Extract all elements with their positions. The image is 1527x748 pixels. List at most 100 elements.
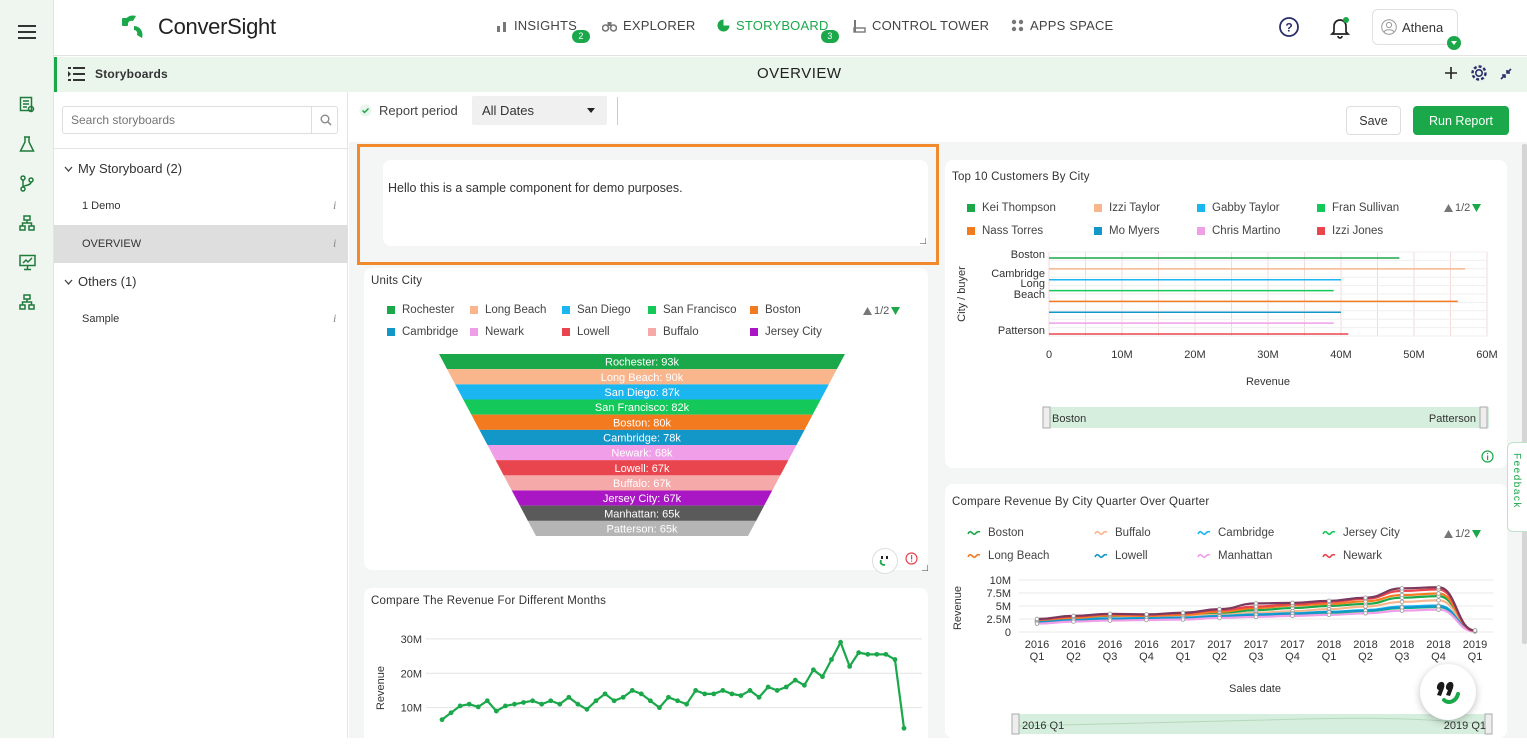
data-point[interactable] xyxy=(475,704,481,710)
data-point[interactable] xyxy=(1363,595,1368,600)
data-point[interactable] xyxy=(1180,617,1186,622)
menu-icon[interactable] xyxy=(14,19,40,45)
data-point[interactable] xyxy=(1399,599,1405,605)
data-point[interactable] xyxy=(611,698,617,704)
user-dropdown-icon[interactable] xyxy=(1447,36,1461,50)
info-icon[interactable]: i xyxy=(333,236,337,250)
info-icon[interactable]: i xyxy=(333,198,337,212)
legend-item[interactable]: Fran Sullivan xyxy=(1317,202,1399,214)
data-point[interactable] xyxy=(865,651,871,657)
data-point[interactable] xyxy=(1363,611,1368,616)
series-line[interactable] xyxy=(441,639,906,729)
notification-bell-icon[interactable] xyxy=(1329,17,1351,44)
data-point[interactable] xyxy=(466,701,472,707)
data-point[interactable] xyxy=(593,698,599,704)
data-point[interactable] xyxy=(774,688,780,693)
legend-item[interactable]: Buffalo xyxy=(1094,527,1151,539)
data-point[interactable] xyxy=(1436,607,1441,612)
settings-gear-icon[interactable] xyxy=(1470,64,1488,87)
nav-control-tower[interactable]: CONTROL TOWER xyxy=(852,18,989,33)
data-point[interactable] xyxy=(883,651,889,657)
data-point[interactable] xyxy=(1180,610,1186,615)
data-point[interactable] xyxy=(657,705,662,711)
nav-explorer[interactable]: EXPLORER xyxy=(602,18,695,33)
data-point[interactable] xyxy=(1326,598,1332,603)
triangle-down-icon[interactable] xyxy=(1472,530,1482,538)
funnel-segment[interactable] xyxy=(447,369,837,385)
funnel-segment[interactable] xyxy=(455,384,829,400)
data-point[interactable] xyxy=(484,698,490,704)
legend-item[interactable]: Long Beach xyxy=(967,550,1049,562)
data-point[interactable] xyxy=(557,701,563,707)
legend-item[interactable]: Jersey City xyxy=(1322,527,1400,539)
data-point[interactable] xyxy=(1253,614,1259,620)
data-point[interactable] xyxy=(675,698,680,704)
data-point[interactable] xyxy=(457,703,463,709)
data-point[interactable] xyxy=(566,694,572,700)
run-report-button[interactable]: Run Report xyxy=(1413,106,1509,135)
data-point[interactable] xyxy=(584,706,590,712)
data-point[interactable] xyxy=(738,693,744,698)
data-point[interactable] xyxy=(1290,613,1295,619)
group-others[interactable]: Others (1) xyxy=(64,274,137,289)
legend-item[interactable]: Lowell xyxy=(562,326,610,338)
legend-item[interactable]: Rochester xyxy=(387,304,454,316)
data-point[interactable] xyxy=(856,650,862,656)
legend-pager[interactable]: 1/2 xyxy=(1444,528,1482,540)
info-circle-icon[interactable] xyxy=(1481,450,1494,468)
data-point[interactable] xyxy=(684,701,689,707)
data-point[interactable] xyxy=(512,701,517,707)
presentation-icon[interactable] xyxy=(14,249,40,275)
data-point[interactable] xyxy=(1436,591,1441,596)
data-point[interactable] xyxy=(702,691,708,697)
slider-handle[interactable] xyxy=(1479,406,1488,429)
data-point[interactable] xyxy=(783,684,789,690)
data-point[interactable] xyxy=(756,694,762,700)
data-point[interactable] xyxy=(1399,592,1405,598)
data-point[interactable] xyxy=(892,657,898,662)
range-slider[interactable] xyxy=(1045,407,1489,428)
data-point[interactable] xyxy=(693,688,699,693)
data-point[interactable] xyxy=(666,694,671,700)
list-item-overview[interactable]: OVERVIEW i xyxy=(54,225,348,263)
data-point[interactable] xyxy=(711,691,717,697)
data-point[interactable] xyxy=(1144,617,1149,623)
text-component[interactable]: Hello this is a sample component for dem… xyxy=(383,160,928,246)
legend-item[interactable]: Lowell xyxy=(1094,550,1148,562)
period-select[interactable]: All Dates xyxy=(472,96,607,125)
legend-item[interactable]: Chris Martino xyxy=(1197,225,1280,237)
add-icon[interactable] xyxy=(1444,66,1458,85)
data-point[interactable] xyxy=(1290,600,1295,606)
data-point[interactable] xyxy=(1071,619,1076,624)
data-point[interactable] xyxy=(530,698,535,704)
legend-item[interactable]: Boston xyxy=(750,304,801,316)
data-point[interactable] xyxy=(638,691,644,697)
data-point[interactable] xyxy=(1326,612,1332,618)
legend-pager[interactable]: 1/2 xyxy=(863,305,901,317)
triangle-down-icon[interactable] xyxy=(1472,204,1482,212)
data-point[interactable] xyxy=(838,639,843,645)
legend-pager[interactable]: 1/2 xyxy=(1444,202,1482,214)
info-icon[interactable]: i xyxy=(333,311,337,325)
help-icon[interactable]: ? xyxy=(1279,17,1299,42)
legend-item[interactable]: San Diego xyxy=(562,304,631,316)
nav-apps-space[interactable]: APPS SPACE xyxy=(1011,18,1113,33)
range-slider[interactable] xyxy=(1015,714,1489,734)
search-icon[interactable] xyxy=(320,113,332,131)
legend-item[interactable]: Cambridge xyxy=(1197,527,1274,539)
funnel-segment[interactable] xyxy=(519,505,765,521)
legend-item[interactable]: Izzi Jones xyxy=(1317,225,1383,237)
data-point[interactable] xyxy=(792,677,798,683)
data-point[interactable] xyxy=(1107,611,1113,616)
data-point[interactable] xyxy=(1107,618,1113,623)
data-point[interactable] xyxy=(493,708,499,714)
data-point[interactable] xyxy=(1253,601,1259,606)
feedback-tab[interactable]: Feedback xyxy=(1507,442,1527,532)
resize-handle-icon[interactable] xyxy=(920,238,926,244)
data-point[interactable] xyxy=(874,651,880,657)
legend-item[interactable]: Jersey City xyxy=(750,326,822,338)
vertical-scrollbar[interactable] xyxy=(1522,144,1527,644)
funnel-segment[interactable] xyxy=(471,414,813,430)
data-point[interactable] xyxy=(1363,604,1368,609)
triangle-up-icon[interactable] xyxy=(863,307,872,315)
